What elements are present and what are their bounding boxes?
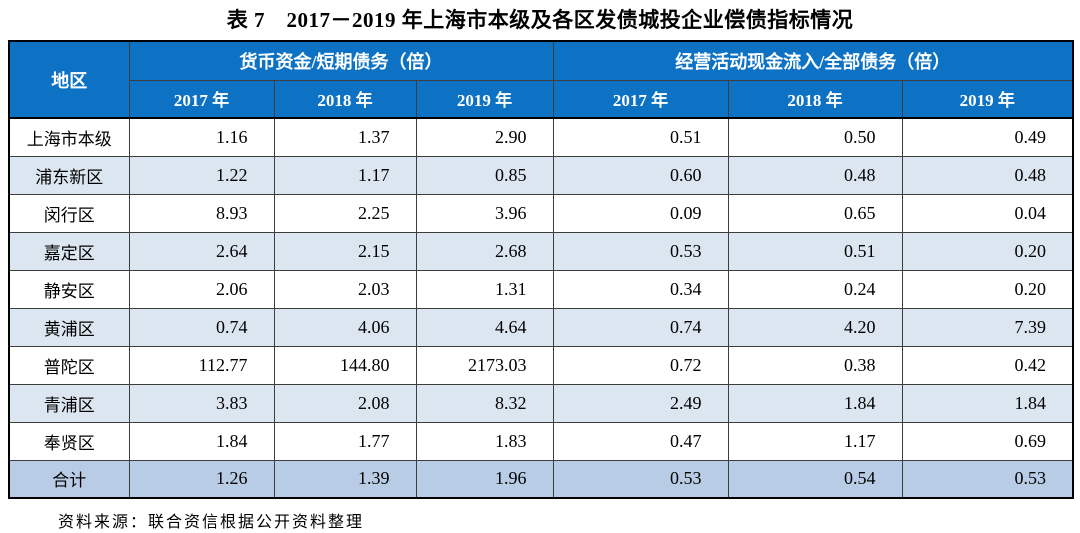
value-cell: 1.83 (415, 421, 554, 461)
value-cell: 2.06 (128, 269, 275, 309)
value-cell: 1.17 (273, 155, 417, 195)
value-cell: 1.26 (128, 459, 275, 499)
table-row: 闵行区 8.93 2.25 3.96 0.09 0.65 0.04 (8, 193, 1074, 233)
value-cell: 144.80 (273, 345, 417, 385)
table-body: 上海市本级 1.16 1.37 2.90 0.51 0.50 0.49 浦东新区 1.22 1.1… (8, 117, 1074, 499)
value-cell: 0.48 (901, 155, 1074, 195)
value-cell: 8.32 (415, 383, 554, 423)
value-cell: 0.50 (727, 117, 903, 157)
value-cell: 2.64 (128, 231, 275, 271)
region-cell: 奉贤区 (8, 421, 130, 461)
value-cell: 1.84 (727, 383, 903, 423)
table-row: 黄浦区 0.74 4.06 4.64 0.74 4.20 7.39 (8, 307, 1074, 347)
header-year-row: 2017 年 2018 年 2019 年 2017 年 2018 年 2019 年 (9, 79, 1074, 119)
value-cell: 2173.03 (415, 345, 554, 385)
region-cell: 闵行区 (8, 193, 130, 233)
value-cell: 1.77 (273, 421, 417, 461)
table-total-row: 合计 1.26 1.39 1.96 0.53 0.54 0.53 (8, 459, 1074, 499)
region-cell: 合计 (8, 459, 130, 499)
column-header-year: 2018 年 (727, 79, 903, 119)
value-cell: 2.08 (273, 383, 417, 423)
value-cell: 0.51 (552, 117, 729, 157)
column-header-year: 2019 年 (901, 79, 1074, 119)
value-cell: 0.53 (901, 459, 1074, 499)
value-cell: 1.96 (415, 459, 554, 499)
value-cell: 1.84 (901, 383, 1074, 423)
value-cell: 0.51 (727, 231, 903, 271)
table-title: 表 7 2017－2019 年上海市本级及各区发债城投企业偿债指标情况 (226, 8, 854, 32)
value-cell: 1.31 (415, 269, 554, 309)
value-cell: 2.68 (415, 231, 554, 271)
value-cell: 0.85 (415, 155, 554, 195)
value-cell: 0.20 (901, 231, 1074, 271)
value-cell: 2.25 (273, 193, 417, 233)
region-cell: 嘉定区 (8, 231, 130, 271)
table-row: 青浦区 3.83 2.08 8.32 2.49 1.84 1.84 (8, 383, 1074, 423)
table-row: 普陀区 112.77 144.80 2173.03 0.72 0.38 0.42 (8, 345, 1074, 385)
region-cell: 静安区 (8, 269, 130, 309)
header-group-row: 地区 货币资金/短期债务（倍） 经营活动现金流入/全部债务（倍） (8, 40, 1074, 119)
value-cell: 4.64 (415, 307, 554, 347)
value-cell: 1.37 (273, 117, 417, 157)
value-cell: 1.16 (128, 117, 275, 157)
value-cell: 0.60 (552, 155, 729, 195)
value-cell: 0.48 (727, 155, 903, 195)
value-cell: 4.20 (727, 307, 903, 347)
value-cell: 0.74 (552, 307, 729, 347)
value-cell: 2.49 (552, 383, 729, 423)
value-cell: 0.04 (901, 193, 1074, 233)
column-header-year: 2018 年 (273, 79, 417, 119)
table-row: 奉贤区 1.84 1.77 1.83 0.47 1.17 0.69 (8, 421, 1074, 461)
table-row: 静安区 2.06 2.03 1.31 0.34 0.24 0.20 (8, 269, 1074, 309)
column-header-region: 地区 (8, 40, 130, 119)
value-cell: 1.22 (128, 155, 275, 195)
column-header-year: 2017 年 (552, 79, 729, 119)
column-header-year: 2019 年 (415, 79, 554, 119)
region-cell: 上海市本级 (8, 117, 130, 157)
value-cell: 3.83 (128, 383, 275, 423)
value-cell: 0.54 (727, 459, 903, 499)
value-cell: 0.47 (552, 421, 729, 461)
table-row: 浦东新区 1.22 1.17 0.85 0.60 0.48 0.48 (8, 155, 1074, 195)
region-cell: 黄浦区 (8, 307, 130, 347)
source-note: 资料来源：联合资信根据公开资料整理 (58, 514, 365, 531)
value-cell: 1.39 (273, 459, 417, 499)
value-cell: 4.06 (273, 307, 417, 347)
value-cell: 0.09 (552, 193, 729, 233)
value-cell: 2.15 (273, 231, 417, 271)
value-cell: 0.34 (552, 269, 729, 309)
value-cell: 0.42 (901, 345, 1074, 385)
value-cell: 0.53 (552, 459, 729, 499)
value-cell: 7.39 (901, 307, 1074, 347)
value-cell: 112.77 (128, 345, 275, 385)
value-cell: 0.65 (727, 193, 903, 233)
region-cell: 普陀区 (8, 345, 130, 385)
column-group-operating-cash: 经营活动现金流入/全部债务（倍） (552, 40, 1074, 81)
value-cell: 0.49 (901, 117, 1074, 157)
region-cell: 青浦区 (8, 383, 130, 423)
value-cell: 0.69 (901, 421, 1074, 461)
value-cell: 2.03 (273, 269, 417, 309)
value-cell: 1.17 (727, 421, 903, 461)
region-cell: 浦东新区 (8, 155, 130, 195)
value-cell: 0.72 (552, 345, 729, 385)
column-header-year: 2017 年 (128, 79, 275, 119)
column-group-monetary-funds: 货币资金/短期债务（倍） (128, 40, 554, 81)
value-cell: 0.74 (128, 307, 275, 347)
value-cell: 1.84 (128, 421, 275, 461)
table-row: 嘉定区 2.64 2.15 2.68 0.53 0.51 0.20 (8, 231, 1074, 271)
value-cell: 0.53 (552, 231, 729, 271)
value-cell: 3.96 (415, 193, 554, 233)
value-cell: 0.24 (727, 269, 903, 309)
value-cell: 8.93 (128, 193, 275, 233)
table-row: 上海市本级 1.16 1.37 2.90 0.51 0.50 0.49 (8, 117, 1074, 157)
value-cell: 2.90 (415, 117, 554, 157)
value-cell: 0.20 (901, 269, 1074, 309)
value-cell: 0.38 (727, 345, 903, 385)
